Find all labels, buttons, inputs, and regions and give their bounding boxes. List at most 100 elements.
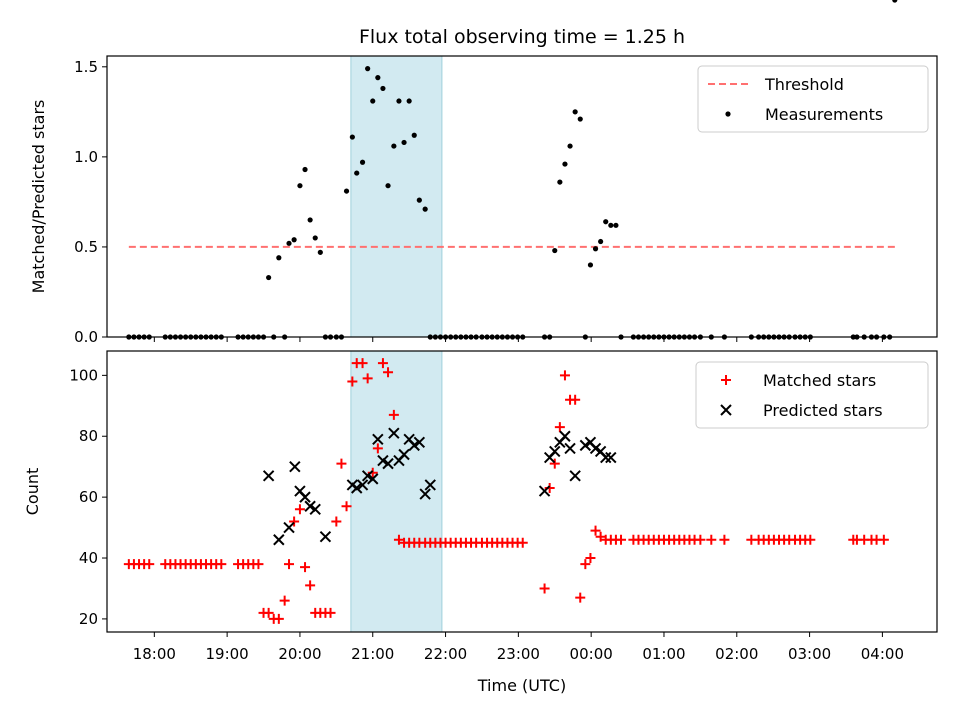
data-point (416, 197, 422, 203)
data-point (557, 179, 563, 185)
data-point (564, 442, 576, 455)
data-point (385, 183, 391, 189)
data-point (317, 249, 323, 255)
data-point (595, 531, 606, 542)
data-point (575, 592, 586, 603)
data-point (580, 559, 591, 570)
data-point (562, 161, 568, 167)
y-tick-label: 100 (69, 366, 98, 384)
data-point (307, 217, 313, 223)
x-tick-label: 19:00 (206, 645, 249, 663)
legend-label: Predicted stars (763, 401, 883, 420)
data-point (892, 0, 898, 3)
data-point (539, 583, 550, 594)
data-point (331, 516, 342, 527)
data-point (343, 188, 350, 194)
data-point (605, 451, 617, 464)
data-point (336, 458, 347, 469)
data-point (570, 394, 581, 405)
legend-marker (720, 404, 732, 416)
data-point (367, 473, 379, 485)
data-point (549, 458, 560, 469)
data-point (388, 409, 399, 420)
data-point (362, 373, 373, 384)
x-tick-label: 04:00 (861, 645, 904, 663)
series-matched-stars (124, 358, 889, 624)
data-point (349, 134, 355, 140)
data-point (284, 559, 295, 570)
data-point (413, 436, 426, 449)
data-point (600, 451, 612, 464)
data-point (365, 66, 371, 72)
data-point (388, 427, 400, 439)
data-point (325, 607, 336, 618)
data-point (289, 460, 301, 473)
data-point (552, 247, 558, 254)
data-point (382, 457, 394, 470)
x-tick-label: 01:00 (642, 645, 685, 663)
data-point (398, 448, 410, 461)
data-point (305, 580, 316, 591)
y-tick-label: 20 (79, 610, 98, 628)
data-point (411, 132, 417, 138)
x-tick-label: 00:00 (570, 645, 613, 663)
y-tick-label: 0.0 (74, 328, 98, 346)
data-point (283, 521, 295, 534)
chart-title: Flux total observing time = 1.25 h (359, 26, 685, 48)
legend-marker (721, 375, 731, 385)
data-point (377, 454, 389, 467)
data-point (291, 237, 297, 243)
data-point (377, 358, 388, 369)
y-axis-label: Count (23, 468, 42, 516)
y-tick-label: 80 (79, 427, 98, 445)
x-tick-label: 23:00 (497, 645, 540, 663)
legend-box (695, 361, 929, 429)
data-point (354, 170, 360, 176)
data-point (393, 534, 404, 545)
data-point (273, 534, 285, 546)
legend-marker (725, 111, 731, 117)
legend-label: Matched stars (763, 371, 876, 390)
x-tick-label: 21:00 (351, 645, 394, 663)
data-point (273, 613, 284, 624)
data-point (361, 470, 374, 482)
data-point (577, 116, 583, 122)
data-point (608, 222, 614, 228)
data-point (719, 534, 730, 545)
data-point (559, 430, 571, 442)
data-point (408, 439, 420, 452)
series-predicted-stars (262, 427, 617, 546)
y-tick-label: 1.5 (74, 58, 98, 76)
data-point (312, 235, 318, 241)
data-point (297, 183, 303, 189)
axes-frame (106, 350, 938, 633)
data-point (341, 501, 352, 512)
data-point (554, 422, 565, 433)
x-tick-label: 02:00 (715, 645, 758, 663)
x-tick-label: 18:00 (133, 645, 176, 663)
data-point (424, 479, 436, 491)
data-point (422, 206, 428, 212)
data-point (695, 534, 706, 545)
data-point (401, 139, 407, 146)
data-point (878, 534, 889, 545)
data-point (356, 479, 369, 491)
y-axis-label: Matched/Predicted stars (29, 100, 48, 294)
x-tick-label: 03:00 (788, 645, 831, 663)
data-point (289, 516, 300, 527)
legend-box (697, 65, 929, 133)
data-point (396, 98, 402, 104)
data-point (304, 500, 316, 512)
y-tick-label: 60 (79, 488, 98, 506)
highlight-span (350, 55, 443, 338)
data-point (406, 98, 412, 104)
data-point (585, 553, 596, 564)
data-point (216, 559, 227, 570)
data-point (380, 85, 386, 92)
data-point (589, 442, 602, 455)
data-point (391, 143, 397, 149)
top-panel: 0.0 0.5 1.0 1.5 Matched/Predicted stars Thres… (29, 0, 938, 346)
data-point (286, 240, 292, 246)
data-point (616, 534, 627, 545)
